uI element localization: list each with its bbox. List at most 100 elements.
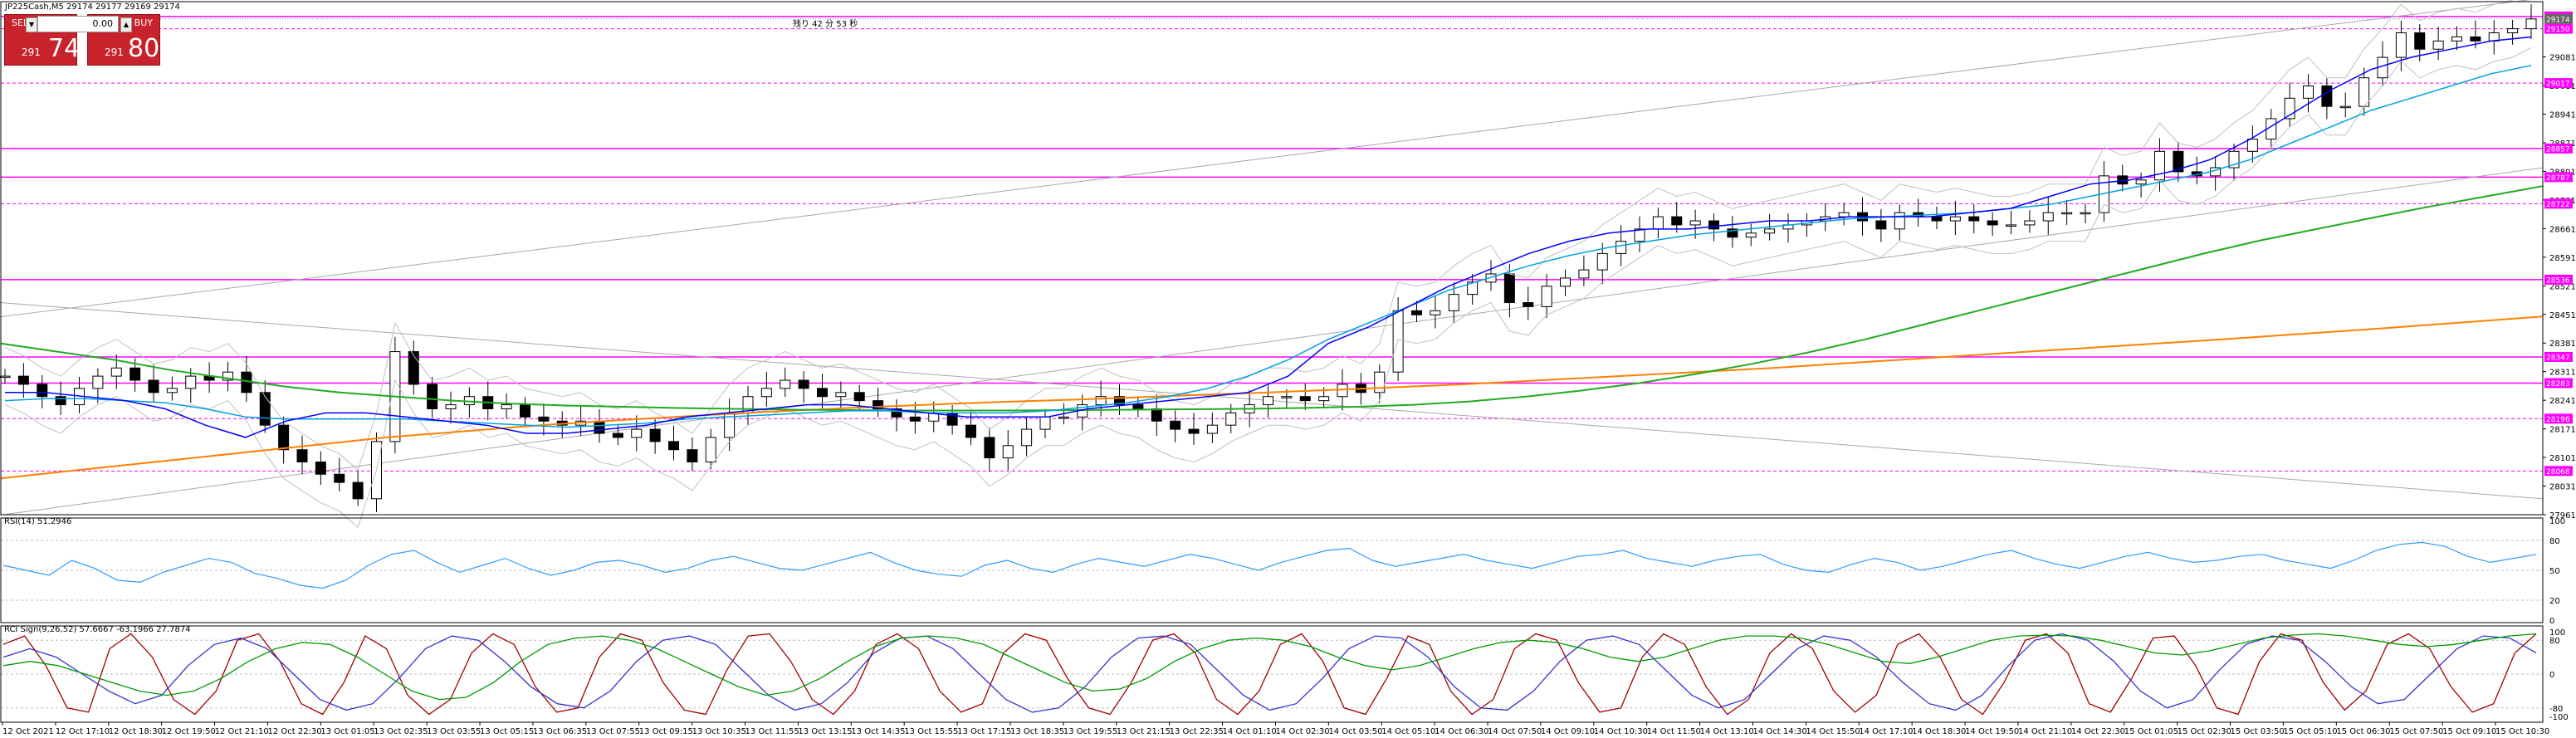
price-axis-tick: 27961 xyxy=(2549,511,2576,521)
candle-body xyxy=(1838,212,1850,217)
time-axis-tick: 12 Oct 21:10 xyxy=(215,727,269,736)
candle-body xyxy=(835,392,847,398)
lot-decrease-button[interactable]: ▼ xyxy=(26,17,37,32)
time-axis-tick: 14 Oct 22:30 xyxy=(2071,727,2125,736)
candle-body xyxy=(1206,424,1218,434)
rsi-line xyxy=(2,541,2537,589)
sell-button[interactable]: SELL 291 74 xyxy=(4,14,80,66)
time-axis-tick: 14 Oct 06:30 xyxy=(1435,727,1488,736)
candle-body xyxy=(148,379,159,393)
candle-body xyxy=(296,449,308,462)
price-level-tag xyxy=(2544,23,2573,34)
rsi-pane xyxy=(1,540,2543,601)
time-axis-tick: 15 Oct 01:05 xyxy=(2124,727,2178,736)
candle-body xyxy=(1708,220,1719,230)
candle-body xyxy=(668,441,679,451)
time-axis-tick: 14 Oct 21:10 xyxy=(2018,727,2072,736)
price-axis-tick: 28661 xyxy=(2549,225,2576,234)
candle-body xyxy=(1188,428,1200,434)
candle-body xyxy=(2414,32,2426,50)
candle-body xyxy=(166,388,178,393)
time-axis-tick: 13 Oct 02:35 xyxy=(374,727,428,736)
price-axis-tick: 28031 xyxy=(2549,483,2576,492)
candle-body xyxy=(352,481,364,500)
candle-body xyxy=(1634,228,1645,242)
lot-increase-button[interactable]: ▲ xyxy=(120,17,132,32)
candle-body xyxy=(760,388,772,398)
candle-body xyxy=(965,424,976,438)
candle-body xyxy=(612,433,623,438)
candle-body xyxy=(1727,228,1738,238)
time-axis-tick: 12 Oct 2021 xyxy=(2,727,54,736)
price-level-tag-label: 28283 xyxy=(2546,380,2570,389)
candle-body xyxy=(445,404,457,409)
ma-mid-line xyxy=(4,65,2532,428)
candle-body xyxy=(1021,428,1033,447)
candle-body xyxy=(1039,416,1051,430)
time-axis-tick: 15 Oct 07:50 xyxy=(2389,727,2443,736)
price-axis-tick: 28311 xyxy=(2549,369,2576,378)
candle-body xyxy=(2246,139,2258,152)
rci-pane-border xyxy=(0,625,2544,723)
price-level-tag-label: 28536 xyxy=(2546,276,2570,285)
buy-label: BUY xyxy=(134,17,153,28)
time-axis-tick: 13 Oct 13:15 xyxy=(798,727,852,736)
candle-body xyxy=(2507,28,2519,34)
time-axis-tick: 13 Oct 14:35 xyxy=(851,727,905,736)
time-axis-tick: 14 Oct 10:30 xyxy=(1594,727,1648,736)
candle-body xyxy=(1318,396,1330,402)
price-level-tag xyxy=(2544,172,2573,183)
rci-axis-tick: -80 xyxy=(2549,705,2563,714)
time-axis-tick: 14 Oct 18:30 xyxy=(1912,727,1966,736)
main-pane-border xyxy=(0,1,2544,516)
candle-body xyxy=(1170,420,1181,430)
time-axis-tick: 12 Oct 17:10 xyxy=(56,727,110,736)
price-level-tag xyxy=(2544,378,2573,389)
candle-body xyxy=(17,375,29,385)
candle-body xyxy=(631,428,643,438)
price-level-tag xyxy=(2544,274,2573,285)
candle-body xyxy=(37,384,48,398)
time-axis-tick: 13 Oct 21:15 xyxy=(1117,727,1171,736)
ma-green-line xyxy=(0,185,2544,412)
price-axis-tick: 29081 xyxy=(2549,54,2576,63)
candle-body xyxy=(798,379,809,389)
time-axis-tick: 13 Oct 11:55 xyxy=(745,727,799,736)
candle-body xyxy=(853,392,865,402)
candle-body xyxy=(2006,224,2016,227)
bollinger-lower xyxy=(4,46,2532,529)
trendline-mid-channel xyxy=(0,167,2544,516)
candle-body xyxy=(1225,412,1237,426)
price-level-tag-label: 28196 xyxy=(2546,416,2570,424)
time-axis-tick: 14 Oct 01:10 xyxy=(1223,727,1277,736)
candle-body xyxy=(1671,216,1683,226)
price-axis-tick: 28451 xyxy=(2549,311,2576,320)
price-level-tag-label: 29174 xyxy=(2546,16,2570,24)
candle-body xyxy=(1503,273,1515,303)
candle-body xyxy=(1411,310,1422,315)
lot-size-field[interactable]: 0.00 xyxy=(37,16,119,32)
trendline-upper-channel xyxy=(0,0,2531,318)
rsi-pane-border xyxy=(0,517,2544,623)
candle-body xyxy=(1745,232,1757,238)
candle-body xyxy=(1114,396,1125,406)
candle-body xyxy=(1151,408,1162,422)
time-axis-tick: 13 Oct 07:55 xyxy=(586,727,640,736)
rci-axis-tick: -100 xyxy=(2549,713,2569,722)
candle-body xyxy=(1894,212,1905,230)
time-axis-tick: 14 Oct 09:10 xyxy=(1541,727,1595,736)
symbol-header: JP225Cash,M5 29174 29177 29169 29174 xyxy=(4,2,180,12)
candle-body xyxy=(909,416,921,422)
time-axis-tick: 13 Oct 05:15 xyxy=(480,727,534,736)
candle-body xyxy=(315,461,326,475)
price-level-tag xyxy=(2544,13,2573,24)
candle-body xyxy=(2432,40,2444,50)
candle-body xyxy=(780,379,791,389)
time-axis-tick: 14 Oct 05:10 xyxy=(1381,727,1435,736)
time-axis-tick: 15 Oct 09:10 xyxy=(2442,727,2496,736)
price-level-tag xyxy=(2544,78,2573,89)
candle-body xyxy=(520,404,530,418)
candle-body xyxy=(427,384,438,409)
time-axis-tick: 15 Oct 05:10 xyxy=(2283,727,2337,736)
